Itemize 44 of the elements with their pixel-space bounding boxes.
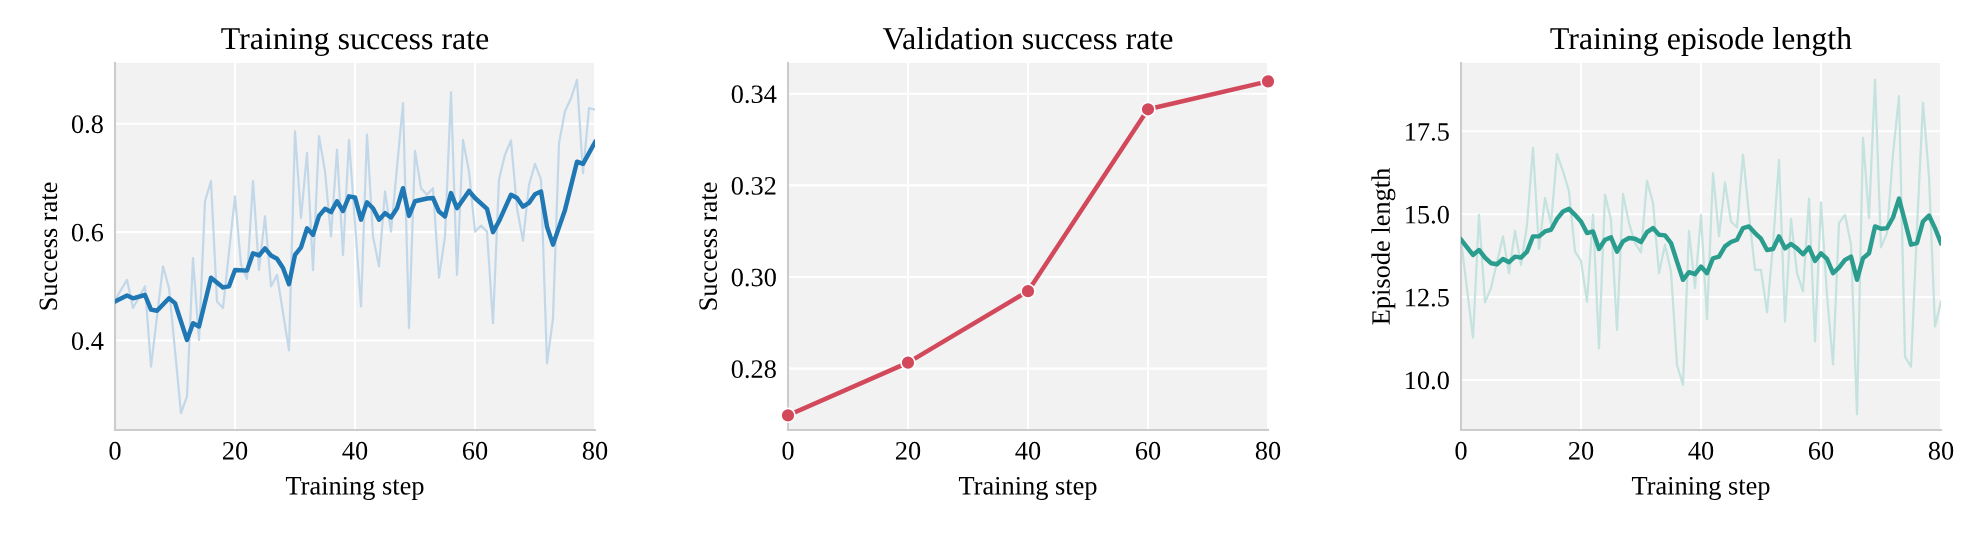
point (900, 354, 916, 371)
chart-title: Training episode length (1550, 26, 1852, 56)
y-tick-label: 0.32 (731, 176, 776, 195)
point (780, 407, 796, 424)
y-axis-title: Episode length (1371, 168, 1396, 325)
y-tick-label: 15.0 (1406, 205, 1449, 224)
y-tick-label: 0.34 (731, 85, 777, 104)
y-tick-label: 17.5 (1406, 123, 1449, 141)
x-tick-label: 80 (1255, 441, 1281, 460)
x-tick-label: 40 (342, 441, 368, 460)
x-tick-label: 60 (1135, 441, 1161, 460)
chart-title: Validation success rate (882, 26, 1173, 50)
x-tick-label: 80 (582, 441, 608, 460)
y-axis-title: Success rate (699, 182, 718, 310)
y-axis-title: Success rate (39, 182, 58, 310)
line-series (1461, 196, 1941, 283)
x-tick-label: 0 (782, 441, 794, 460)
x-tick-label: 60 (1808, 441, 1834, 460)
y-tick-label: 0.8 (71, 115, 103, 134)
y-tick-label: 12.5 (1406, 288, 1449, 307)
x-tick-label: 40 (1688, 441, 1714, 460)
y-tick-label: 0.28 (731, 360, 776, 379)
point (1260, 73, 1276, 90)
y-tick-label: 0.4 (71, 332, 104, 351)
x-tick-label: 20 (895, 441, 921, 460)
point (1140, 101, 1156, 118)
y-tick-label: 10.0 (1406, 371, 1449, 390)
line-series (115, 78, 595, 415)
x-tick-label: 20 (222, 441, 248, 460)
y-tick-label: 0.30 (731, 268, 776, 287)
x-axis-title: Training step (1631, 476, 1770, 501)
x-tick-label: 0 (109, 441, 121, 460)
line-series (115, 139, 595, 343)
line-series (1461, 78, 1941, 416)
x-tick-label: 80 (1928, 441, 1954, 460)
x-tick-label: 40 (1015, 441, 1041, 460)
x-axis-title: Training step (958, 476, 1097, 501)
x-tick-label: 0 (1455, 441, 1467, 460)
x-tick-label: 20 (1568, 441, 1594, 460)
x-tick-label: 60 (462, 441, 488, 460)
chart-title: Training success rate (221, 27, 489, 56)
y-tick-label: 0.6 (71, 223, 104, 242)
x-axis-title: Training step (285, 476, 424, 501)
point (1020, 283, 1036, 299)
